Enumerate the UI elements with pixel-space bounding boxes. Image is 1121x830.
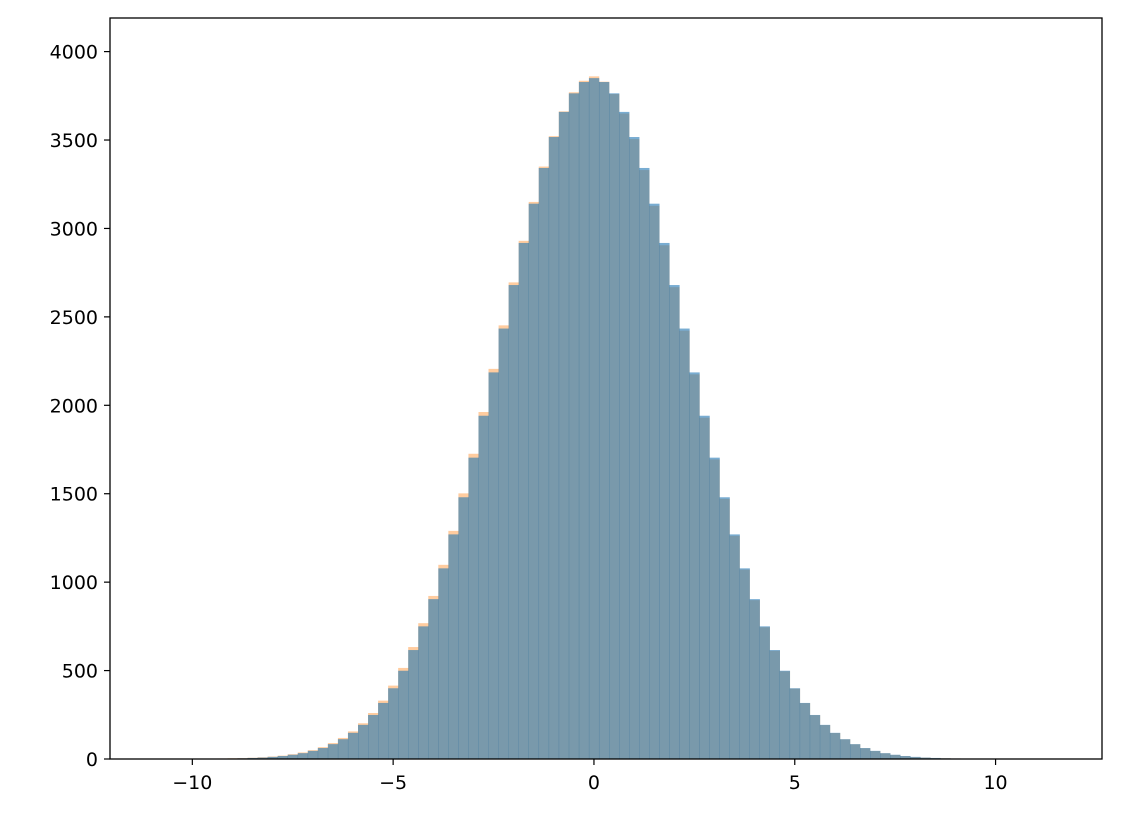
blue-histogram-bar [458,497,468,759]
blue-histogram-bar [599,82,609,759]
blue-histogram-bar [619,112,629,759]
blue-histogram-bar [860,748,870,759]
blue-histogram-bar [850,744,860,759]
blue-histogram-bar [499,329,509,759]
blue-histogram-bar [408,650,418,759]
blue-histogram-bar [770,650,780,759]
blue-histogram-bar [398,671,408,759]
blue-histogram-bar [539,168,549,759]
blue-histogram-bar [308,751,318,759]
x-tick-label: 0 [588,772,600,794]
y-tick-label: 1500 [50,484,98,506]
blue-histogram-bar [328,744,338,759]
blue-histogram-bar [388,688,398,759]
blue-histogram-bar [750,599,760,759]
blue-histogram-bar [298,753,308,759]
blue-histogram-bar [428,599,438,759]
blue-histogram-bar [338,739,348,759]
blue-histogram-bar [579,82,589,759]
blue-histogram-bar [629,137,639,759]
blue-histogram-bar [368,715,378,759]
blue-histogram-bar [719,497,729,759]
y-tick-label: 3500 [50,130,98,152]
blue-histogram-bar [790,688,800,759]
y-tick-label: 0 [86,749,98,771]
y-tick-label: 1000 [50,572,98,594]
blue-histogram-bar [448,534,458,759]
blue-histogram-bar [609,93,619,759]
blue-histogram-bar [489,372,499,759]
x-tick-label: 10 [983,772,1007,794]
x-tick-label: −5 [379,772,407,794]
blue-histogram-bar [589,78,599,759]
blue-histogram-bar [840,739,850,759]
blue-histogram-bar [669,285,679,759]
blue-histogram-bar [639,168,649,759]
blue-histogram-bar [318,748,328,759]
blue-histogram-bar [689,372,699,759]
blue-histogram-bar [679,329,689,759]
x-tick-label: 5 [789,772,801,794]
blue-histogram-bar [468,458,478,759]
blue-histogram-bar [780,671,790,759]
blue-histogram-bar [478,416,488,759]
blue-histogram-bar [509,285,519,759]
blue-histogram-bar [559,112,569,759]
blue-histogram-bar [549,137,559,759]
y-tick-label: 500 [62,661,98,683]
blue-histogram-bar [800,703,810,759]
blue-histogram-bar [870,751,880,759]
blue-histogram-bar [830,733,840,759]
blue-histogram-bar [760,626,770,759]
x-tick-label: −10 [172,772,212,794]
series-blue-bars [197,78,990,759]
blue-histogram-bar [438,568,448,759]
blue-histogram-bar [659,243,669,759]
y-tick-label: 4000 [50,42,98,64]
blue-histogram-bar [709,458,719,759]
blue-histogram-bar [699,416,709,759]
blue-histogram-bar [348,733,358,759]
blue-histogram-bar [519,243,529,759]
blue-histogram-bar [649,204,659,759]
x-axis: −10 −5 0 5 10 [172,759,1007,794]
y-tick-label: 3000 [50,218,98,240]
blue-histogram-bar [820,725,830,759]
y-tick-label: 2000 [50,395,98,417]
blue-histogram-bar [569,93,579,759]
blue-histogram-bar [529,204,539,759]
blue-histogram-bar [378,703,388,759]
blue-histogram-bar [740,568,750,759]
blue-histogram-bar [810,715,820,759]
y-axis: 0 500 1000 1500 2000 2500 3000 3500 4000 [50,42,110,771]
y-tick-label: 2500 [50,307,98,329]
blue-histogram-bar [358,725,368,759]
blue-histogram-bar [880,753,890,759]
blue-histogram-bar [729,534,739,759]
blue-histogram-bar [418,626,428,759]
